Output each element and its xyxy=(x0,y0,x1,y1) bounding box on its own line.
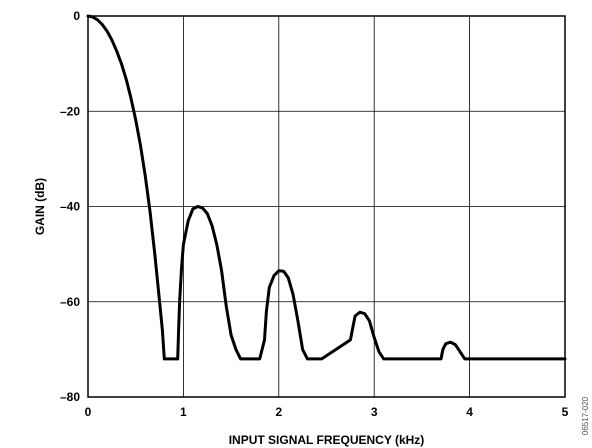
x-tick-labels: 0 1 2 3 4 5 xyxy=(85,405,569,419)
y-tick-label: –40 xyxy=(60,200,80,214)
x-axis-title: INPUT SIGNAL FREQUENCY (kHz) xyxy=(229,433,425,447)
y-tick-label: 0 xyxy=(73,9,80,23)
plot-frame xyxy=(87,15,566,398)
x-tick-label: 4 xyxy=(466,405,473,419)
x-tick-label: 1 xyxy=(180,405,187,419)
y-tick-label: –80 xyxy=(60,390,80,404)
figure-id: 06517-020 xyxy=(581,396,590,435)
y-tick-label: –60 xyxy=(60,295,80,309)
x-tick-label: 2 xyxy=(275,405,282,419)
gain-series-line xyxy=(86,14,567,361)
x-tick-label: 3 xyxy=(371,405,378,419)
series-layer xyxy=(86,14,567,361)
x-tick-label: 0 xyxy=(85,405,92,419)
y-axis-title: GAIN (dB) xyxy=(33,178,47,235)
grid-lines xyxy=(88,16,565,397)
y-tick-labels: 0 –20 –40 –60 –80 xyxy=(60,9,80,404)
x-tick-label: 5 xyxy=(562,405,569,419)
y-tick-label: –20 xyxy=(60,104,80,118)
